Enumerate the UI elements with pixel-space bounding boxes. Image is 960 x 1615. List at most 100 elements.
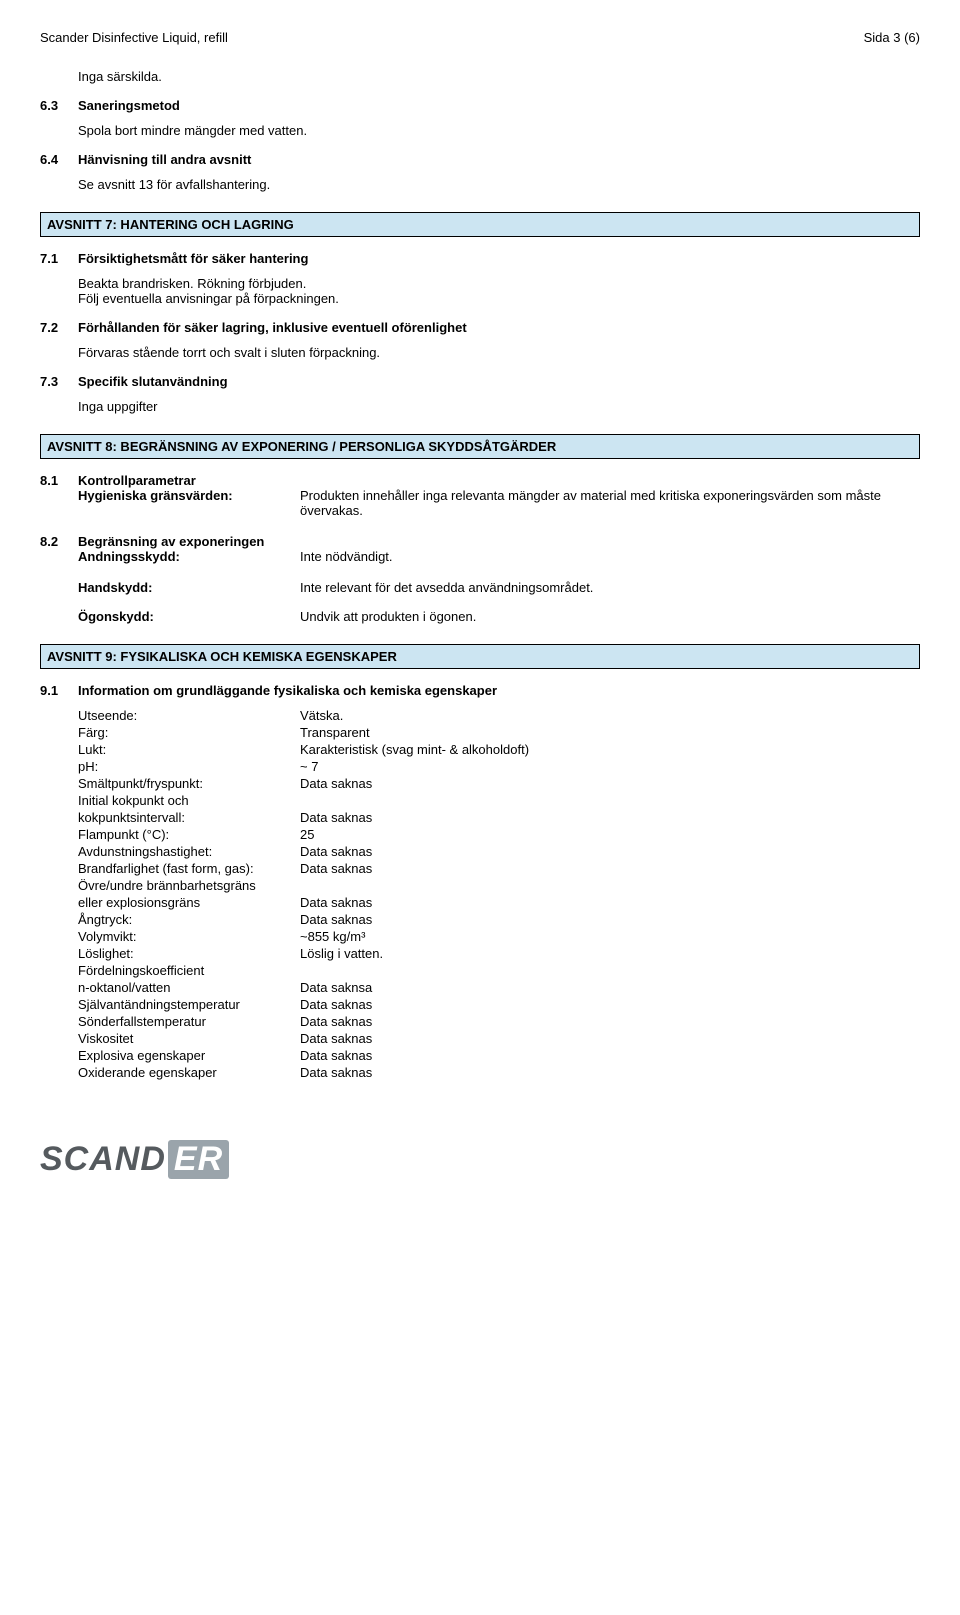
sub-num: 6.3 xyxy=(40,98,78,113)
sub-num: 8.2 xyxy=(40,534,78,566)
property-key: Självantändningstemperatur xyxy=(78,997,300,1012)
property-row: eller explosionsgränsData saknas xyxy=(78,895,920,910)
sub-body: Se avsnitt 13 för avfallshantering. xyxy=(78,177,920,192)
property-value: Transparent xyxy=(300,725,920,740)
header-left: Scander Disinfective Liquid, refill xyxy=(40,30,228,45)
property-row: Utseende:Vätska. xyxy=(78,708,920,723)
sub-num: 7.1 xyxy=(40,251,78,266)
brand-logo: SCANDER xyxy=(40,1140,920,1179)
ogonskydd-row: Ögonskydd: Undvik att produkten i ögonen… xyxy=(78,609,920,624)
property-row: Brandfarlighet (fast form, gas):Data sak… xyxy=(78,861,920,876)
section9-bar: AVSNITT 9: FYSIKALISKA OCH KEMISKA EGENS… xyxy=(40,644,920,669)
section8-bar: AVSNITT 8: BEGRÄNSNING AV EXPONERING / P… xyxy=(40,434,920,459)
property-value: Data saknas xyxy=(300,1031,920,1046)
header-right: Sida 3 (6) xyxy=(864,30,920,45)
property-key: Flampunkt (°C): xyxy=(78,827,300,842)
sub-num: 7.3 xyxy=(40,374,78,389)
property-value: Data saknas xyxy=(300,861,920,876)
property-value xyxy=(300,793,920,808)
sub-body: Beakta brandrisken. Rökning förbjuden. F… xyxy=(78,276,920,306)
kv-key: Ögonskydd: xyxy=(78,609,300,624)
property-row: Färg:Transparent xyxy=(78,725,920,740)
sub-title: Förhållanden för säker lagring, inklusiv… xyxy=(78,320,467,335)
property-value: Vätska. xyxy=(300,708,920,723)
property-value xyxy=(300,878,920,893)
sub-num: 6.4 xyxy=(40,152,78,167)
property-value: 25 xyxy=(300,827,920,842)
property-key: Färg: xyxy=(78,725,300,740)
property-value: Data saknas xyxy=(300,810,920,825)
sub-title: Saneringsmetod xyxy=(78,98,180,113)
sub-num: 8.1 xyxy=(40,473,78,520)
property-key: pH: xyxy=(78,759,300,774)
property-key: Viskositet xyxy=(78,1031,300,1046)
subsection-6-3: 6.3 Saneringsmetod xyxy=(40,98,920,113)
sub-title: Hänvisning till andra avsnitt xyxy=(78,152,251,167)
property-row: Oxiderande egenskaperData saknas xyxy=(78,1065,920,1080)
sub-num: 7.2 xyxy=(40,320,78,335)
subsection-8-1: 8.1 Kontrollparametrar Hygieniska gränsv… xyxy=(40,473,920,520)
handskydd-row: Handskydd: Inte relevant för det avsedda… xyxy=(78,580,920,595)
subsection-8-2: 8.2 Begränsning av exponeringen Andnings… xyxy=(40,534,920,566)
property-key: Ångtryck: xyxy=(78,912,300,927)
subsection-6-4: 6.4 Hänvisning till andra avsnitt xyxy=(40,152,920,167)
logo-part1: SCAND xyxy=(40,1140,166,1179)
property-row: Avdunstningshastighet:Data saknas xyxy=(78,844,920,859)
property-row: Initial kokpunkt och xyxy=(78,793,920,808)
sub-title: Försiktighetsmått för säker hantering xyxy=(78,251,308,266)
body-line: Beakta brandrisken. Rökning förbjuden. xyxy=(78,276,920,291)
property-row: kokpunktsintervall:Data saknas xyxy=(78,810,920,825)
sub-title: Kontrollparametrar xyxy=(78,473,920,488)
property-value: Löslig i vatten. xyxy=(300,946,920,961)
property-key: Övre/undre brännbarhetsgräns xyxy=(78,878,300,893)
property-key: Explosiva egenskaper xyxy=(78,1048,300,1063)
property-row: Lukt:Karakteristisk (svag mint- & alkoho… xyxy=(78,742,920,757)
page-header: Scander Disinfective Liquid, refill Sida… xyxy=(40,30,920,45)
sub-body: Förvaras stående torrt och svalt i slute… xyxy=(78,345,920,360)
property-value: Data saknas xyxy=(300,1065,920,1080)
kv-key: Handskydd: xyxy=(78,580,300,595)
property-key: Smältpunkt/fryspunkt: xyxy=(78,776,300,791)
property-row: SjälvantändningstemperaturData saknas xyxy=(78,997,920,1012)
property-key: Löslighet: xyxy=(78,946,300,961)
kv-key: Andningsskydd: xyxy=(78,549,300,564)
logo-part2: ER xyxy=(168,1140,229,1179)
property-row: Smältpunkt/fryspunkt:Data saknas xyxy=(78,776,920,791)
kv-val: Produkten innehåller inga relevanta mäng… xyxy=(300,488,920,518)
sub-title: Specifik slutanvändning xyxy=(78,374,228,389)
body-line: Följ eventuella anvisningar på förpackni… xyxy=(78,291,920,306)
property-value: Data saknas xyxy=(300,776,920,791)
property-key: eller explosionsgräns xyxy=(78,895,300,910)
property-value: Data saknas xyxy=(300,895,920,910)
property-row: Flampunkt (°C):25 xyxy=(78,827,920,842)
property-value: ~855 kg/m³ xyxy=(300,929,920,944)
property-row: pH:~ 7 xyxy=(78,759,920,774)
section7-bar: AVSNITT 7: HANTERING OCH LAGRING xyxy=(40,212,920,237)
property-row: Löslighet:Löslig i vatten. xyxy=(78,946,920,961)
properties-table: Utseende:Vätska.Färg:TransparentLukt:Kar… xyxy=(78,708,920,1080)
property-row: Volymvikt:~855 kg/m³ xyxy=(78,929,920,944)
property-key: Initial kokpunkt och xyxy=(78,793,300,808)
property-value: Data saknsa xyxy=(300,980,920,995)
property-value: Data saknas xyxy=(300,1014,920,1029)
property-row: ViskositetData saknas xyxy=(78,1031,920,1046)
sub-num: 9.1 xyxy=(40,683,78,698)
property-key: Volymvikt: xyxy=(78,929,300,944)
kv-key: Hygieniska gränsvärden: xyxy=(78,488,300,518)
property-key: Lukt: xyxy=(78,742,300,757)
property-value: Data saknas xyxy=(300,844,920,859)
property-key: Brandfarlighet (fast form, gas): xyxy=(78,861,300,876)
sub-title: Information om grundläggande fysikaliska… xyxy=(78,683,497,698)
property-row: SönderfallstemperaturData saknas xyxy=(78,1014,920,1029)
property-key: kokpunktsintervall: xyxy=(78,810,300,825)
property-row: Ångtryck:Data saknas xyxy=(78,912,920,927)
property-key: Oxiderande egenskaper xyxy=(78,1065,300,1080)
property-value: ~ 7 xyxy=(300,759,920,774)
property-key: Utseende: xyxy=(78,708,300,723)
property-value xyxy=(300,963,920,978)
property-key: Avdunstningshastighet: xyxy=(78,844,300,859)
pre-indent-text: Inga särskilda. xyxy=(78,69,920,84)
sub-title: Begränsning av exponeringen xyxy=(78,534,920,549)
property-row: n-oktanol/vattenData saknsa xyxy=(78,980,920,995)
subsection-7-2: 7.2 Förhållanden för säker lagring, inkl… xyxy=(40,320,920,335)
